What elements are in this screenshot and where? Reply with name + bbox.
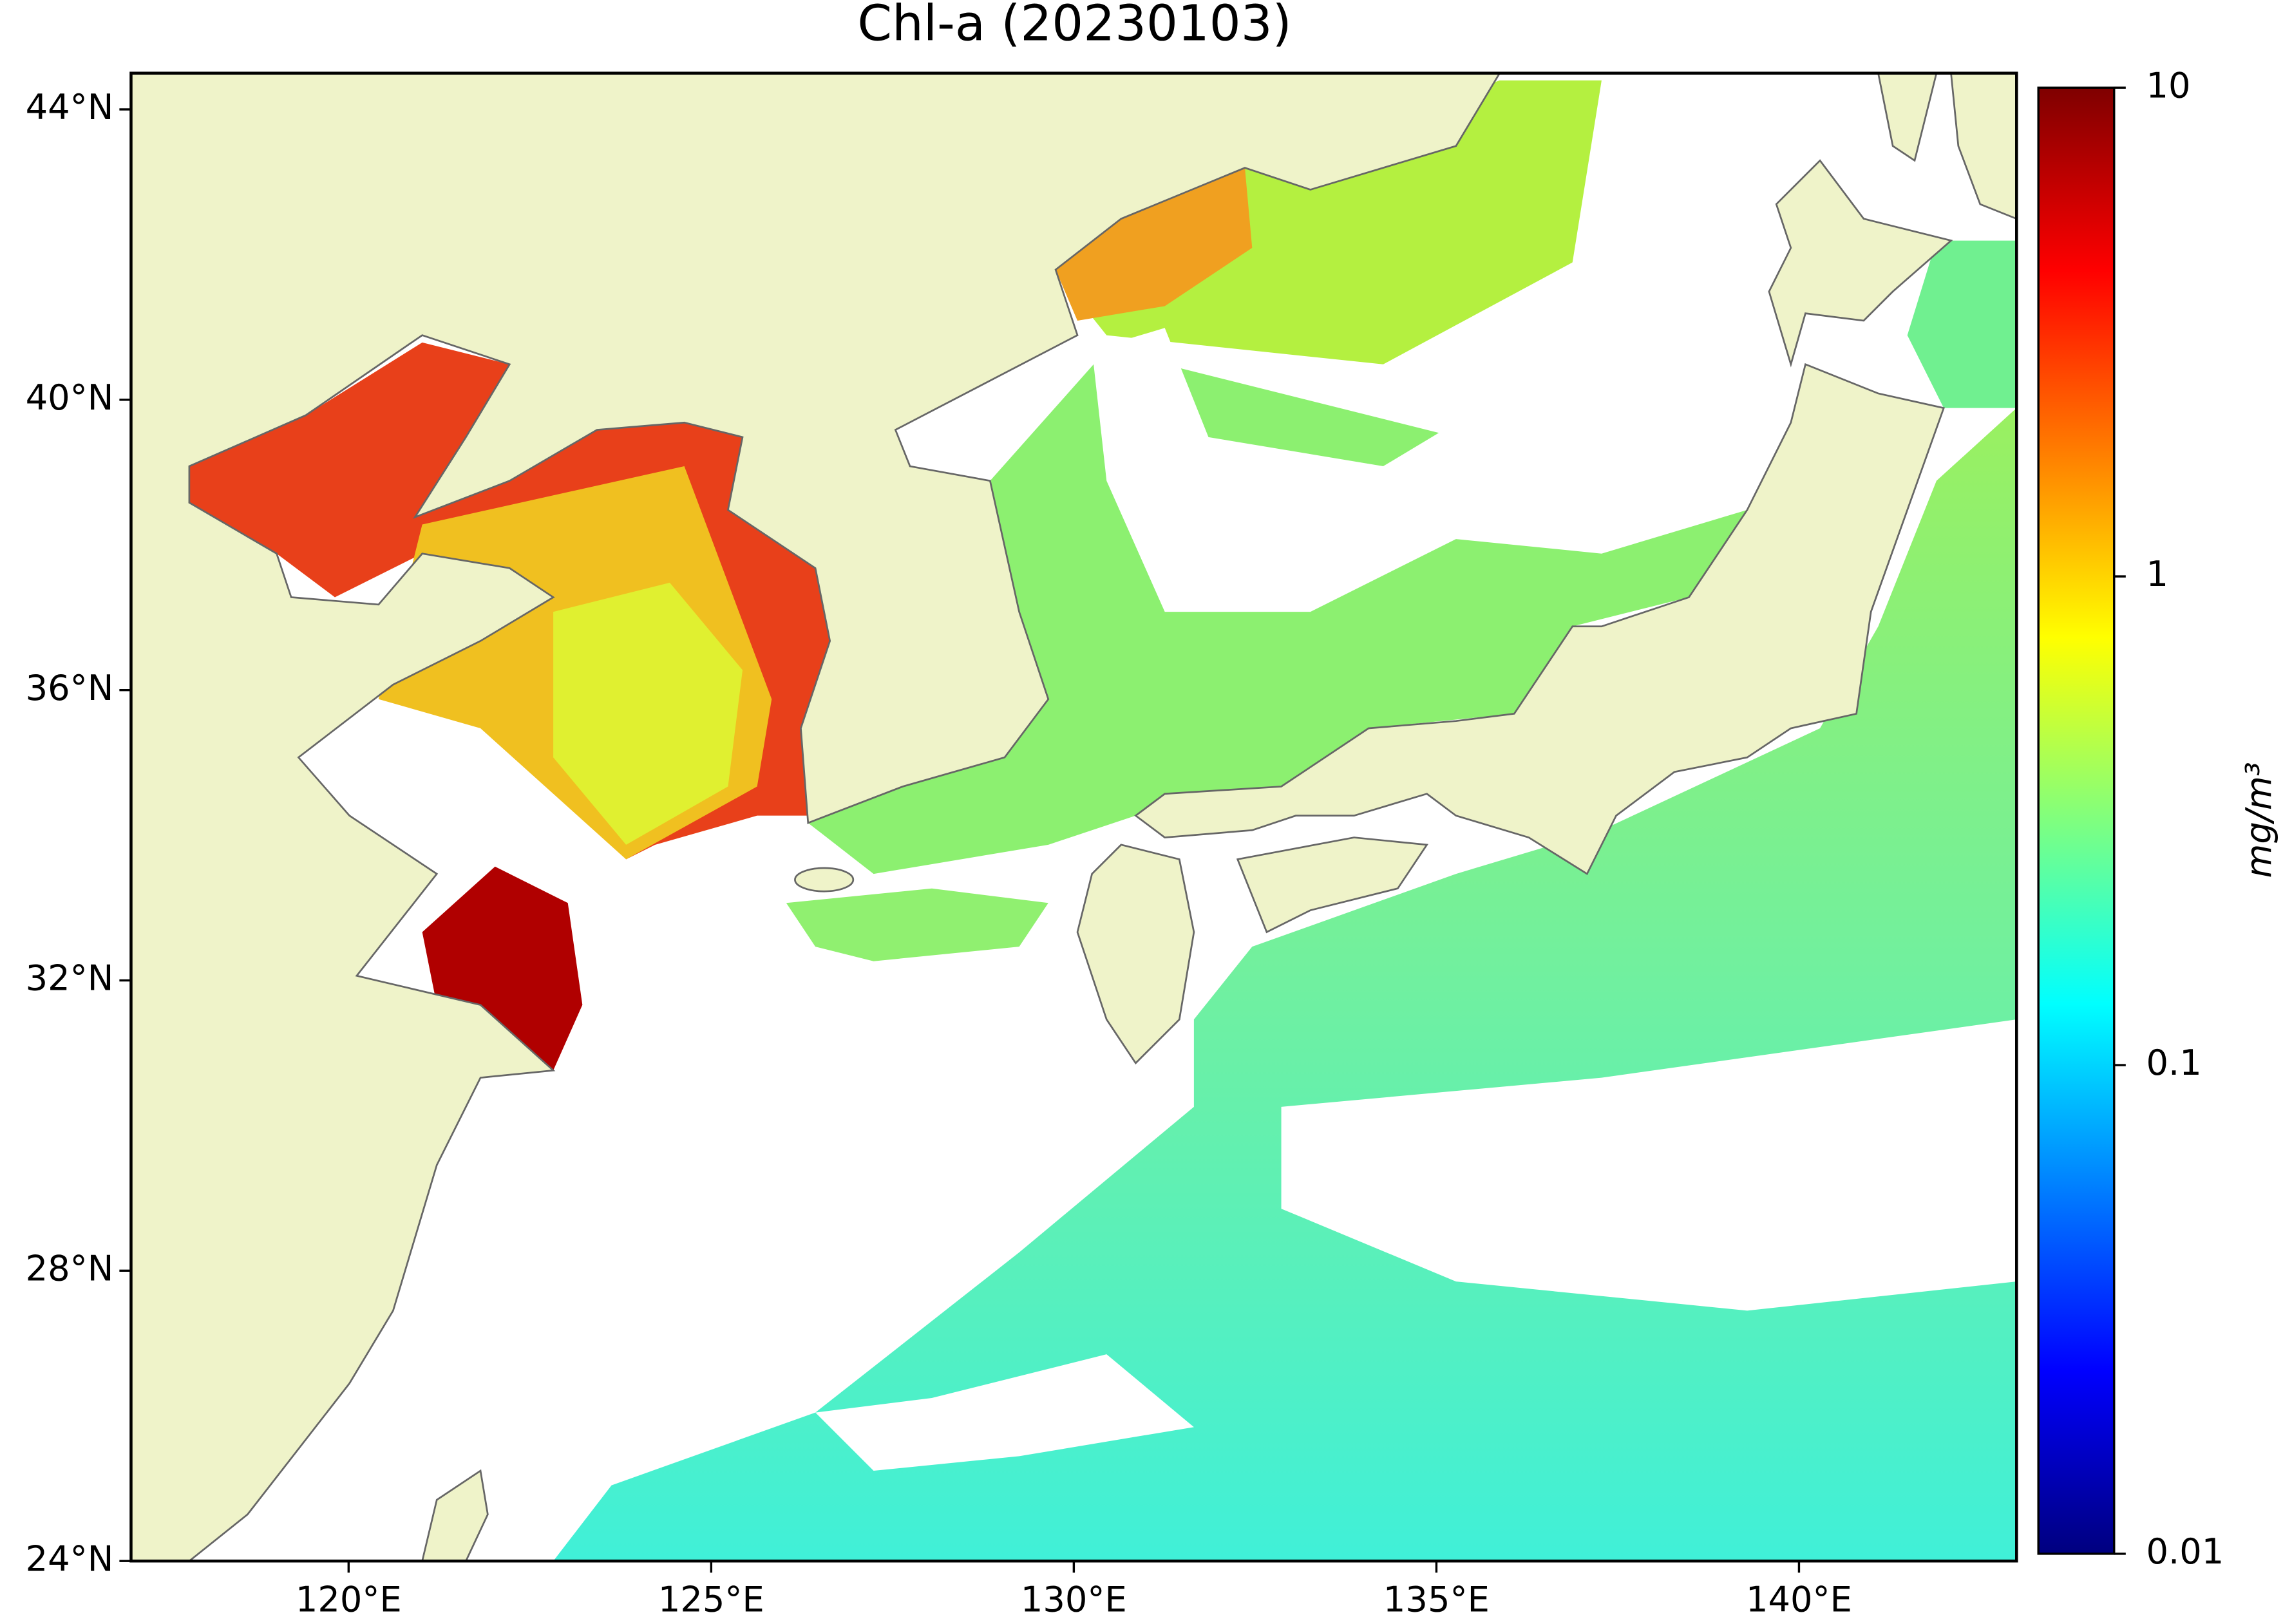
y-tick-label: 24°N (26, 1538, 114, 1579)
land-honshu (1134, 363, 1946, 876)
chart-title: Chl-a (20230103) (857, 0, 1291, 52)
x-tick-label: 135°E (1383, 1580, 1490, 1620)
x-tick-label: 130°E (1021, 1580, 1127, 1620)
y-tick-label: 36°N (26, 668, 114, 708)
land-shikoku (1236, 836, 1429, 934)
y-tick-label: 40°N (26, 377, 114, 418)
cloud-gap (1092, 146, 1791, 612)
land-hokkaido (1768, 159, 1953, 368)
chl-yellow-sea-center (553, 582, 743, 845)
cloud-gap (1281, 1019, 2017, 1311)
colorbar-tick-label: 1 (2146, 554, 2168, 594)
chl-korea-coast (1056, 167, 1253, 321)
land-kyushu (1076, 844, 1195, 1065)
y-tick-label: 44°N (26, 87, 114, 127)
x-tick-label: 125°E (658, 1580, 764, 1620)
chl-ecs (786, 888, 1048, 961)
land-jeju (794, 867, 855, 892)
x-tick-label: 120°E (296, 1580, 402, 1620)
land-sakhalin (1877, 73, 1938, 162)
x-tick-label: 140°E (1746, 1580, 1852, 1620)
colorbar-label: mg/m³ (2239, 762, 2279, 878)
colorbar-tick-label: 0.1 (2146, 1043, 2201, 1083)
chl-japan-sea-north (1048, 80, 1602, 364)
chl-pacific-north (1907, 240, 2017, 408)
y-tick-label: 32°N (26, 958, 114, 999)
y-tick-label: 28°N (26, 1248, 114, 1289)
colorbar (2037, 86, 2116, 1555)
land-far-east (1950, 73, 2017, 220)
map-area (131, 73, 2017, 1562)
cloud-gap (815, 1354, 1194, 1471)
colorbar-tick-label: 10 (2146, 65, 2190, 106)
land-taiwan (421, 1469, 489, 1562)
land-mainland (131, 73, 1501, 1562)
colorbar-tick-label: 0.01 (2146, 1531, 2224, 1572)
